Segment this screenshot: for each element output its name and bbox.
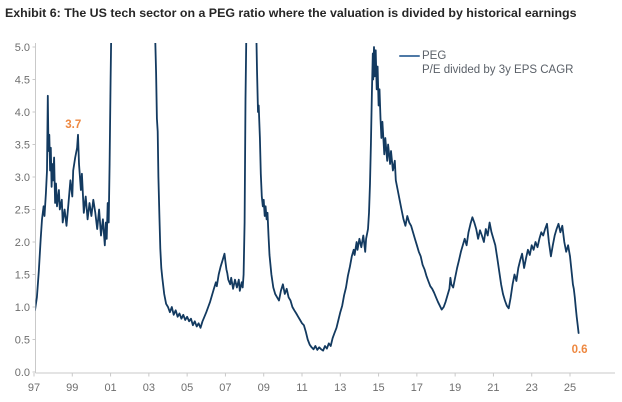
y-tick-label: 3.5 <box>15 139 30 151</box>
chart-title: Exhibit 6: The US tech sector on a PEG r… <box>5 6 577 20</box>
x-tick-label: 97 <box>28 382 40 394</box>
y-tick-label: 0.0 <box>15 367 30 379</box>
x-tick-label: 17 <box>411 382 423 394</box>
x-tick-label: 21 <box>487 382 499 394</box>
y-tick-label: 1.0 <box>15 302 30 314</box>
x-tick-label: 07 <box>219 382 231 394</box>
legend-entry-desc: P/E divided by 3y EPS CAGR <box>399 63 573 77</box>
y-tick-label: 3.0 <box>15 172 30 184</box>
legend-series-description: P/E divided by 3y EPS CAGR <box>422 64 574 76</box>
y-tick-label: 5.0 <box>15 42 30 54</box>
x-tick-label: 09 <box>258 382 270 394</box>
y-tick-label: 1.5 <box>15 269 30 281</box>
x-tick-label: 19 <box>449 382 461 394</box>
x-tick-label: 01 <box>104 382 116 394</box>
y-tick-label: 0.5 <box>15 334 30 346</box>
y-tick-label: 4.0 <box>15 107 30 119</box>
legend-line-swatch <box>399 54 420 58</box>
x-tick-label: 11 <box>296 382 307 394</box>
annotation-peak-value: 3.7 <box>65 119 82 131</box>
x-tick-label: 05 <box>181 382 193 394</box>
x-tick-label: 03 <box>143 382 155 394</box>
y-tick-label: 4.5 <box>15 74 30 86</box>
legend: PEG P/E divided by 3y EPS CAGR <box>399 49 573 77</box>
legend-entry-peg: PEG <box>399 49 573 63</box>
y-tick-label: 2.5 <box>15 204 30 216</box>
peg-series-line <box>35 43 580 352</box>
x-tick-label: 25 <box>564 382 576 394</box>
annotation-latest-value: 0.6 <box>571 343 588 356</box>
x-tick-label: 15 <box>372 382 384 394</box>
x-tick-label: 23 <box>526 382 538 394</box>
x-tick-label: 13 <box>334 382 346 394</box>
x-tick-label: 99 <box>66 382 78 394</box>
y-tick-label: 2.0 <box>15 237 30 249</box>
legend-series-name: PEG <box>422 50 447 62</box>
